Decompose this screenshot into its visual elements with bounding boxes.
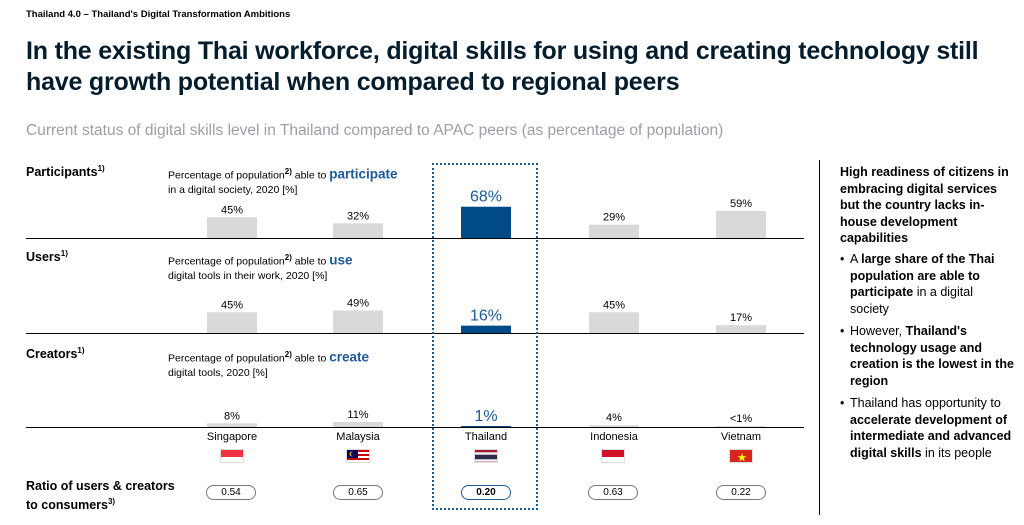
keyword-create: create	[329, 349, 370, 365]
value-label-users-vietnam: 17%	[730, 312, 752, 324]
sidebar-bullet: Thailand has opportunity to accelerate d…	[840, 395, 1015, 461]
value-label-participants-indonesia: 29%	[603, 212, 625, 224]
ratio-pill-singapore: 0.54	[206, 485, 256, 500]
value-label-participants-malaysia: 32%	[347, 210, 369, 222]
bar-creators-thailand	[461, 426, 511, 427]
keyword-use: use	[329, 252, 353, 268]
ratio-pill-malaysia: 0.65	[333, 485, 383, 500]
bar-users-vietnam	[716, 325, 766, 333]
value-label-creators-malaysia: 11%	[347, 409, 368, 421]
sidebar-divider	[819, 160, 820, 515]
ratio-pill-vietnam: 0.22	[716, 485, 766, 500]
country-label-vietnam: Vietnam	[720, 431, 762, 443]
row-label-participants: Participants1)	[26, 164, 105, 180]
page-title: In the existing Thai workforce, digital …	[26, 37, 979, 96]
row-label-users: Users1)	[26, 249, 68, 265]
sidebar-heading: High readiness of citizens in embracing …	[840, 165, 1009, 245]
bar-participants-thailand	[461, 206, 511, 238]
malaysia-flag-icon	[346, 449, 370, 463]
bar-chart: 45% 32% 68% 29% 59% 45% 49% 16% 45% 17% 8% 11% 1% 4% <…	[207, 189, 766, 427]
country-label-thailand: Thailand	[464, 431, 508, 443]
bar-participants-singapore	[207, 217, 257, 238]
sidebar-bullets: A large share of the Thai population are…	[840, 251, 1015, 467]
value-label-creators-thailand: 1%	[474, 408, 497, 425]
value-label-participants-vietnam: 59%	[730, 198, 752, 210]
report-kicker: Thailand 4.0 – Thailand's Digital Transf…	[26, 9, 291, 20]
row-divider	[26, 238, 804, 239]
country-label-malaysia: Malaysia	[336, 431, 380, 443]
sidebar-bullet: A large share of the Thai population are…	[840, 251, 1015, 317]
bar-creators-singapore	[207, 423, 257, 427]
sidebar-bullet: However, Thailand's technology usage and…	[840, 323, 1015, 389]
bar-participants-vietnam	[716, 210, 766, 238]
row-divider	[26, 427, 804, 428]
country-label-indonesia: Indonesia	[590, 431, 638, 443]
vietnam-flag-icon	[729, 449, 753, 463]
value-label-participants-singapore: 45%	[221, 204, 243, 216]
bar-users-malaysia	[333, 310, 383, 333]
bar-users-indonesia	[589, 312, 639, 333]
country-label-singapore: Singapore	[206, 431, 258, 443]
chart-subtitle: Current status of digital skills level i…	[26, 122, 724, 139]
bar-users-singapore	[207, 312, 257, 333]
value-label-creators-vietnam: <1%	[730, 413, 753, 425]
ratio-pill-indonesia: 0.63	[588, 485, 638, 500]
singapore-flag-icon	[220, 449, 244, 463]
bar-users-thailand	[461, 325, 511, 333]
keyword-participate: participate	[329, 166, 398, 182]
row-divider	[26, 333, 804, 334]
value-label-users-thailand: 16%	[470, 308, 502, 325]
row-desc-users: Percentage of population2) able to use di…	[168, 252, 353, 282]
indonesia-flag-icon	[601, 449, 625, 463]
row-label-creators: Creators1)	[26, 346, 85, 362]
bar-creators-indonesia	[589, 425, 639, 427]
value-label-users-singapore: 45%	[221, 299, 243, 311]
value-label-creators-singapore: 8%	[224, 410, 240, 422]
bar-creators-vietnam	[716, 426, 766, 427]
value-label-users-malaysia: 49%	[347, 297, 369, 309]
bar-participants-malaysia	[333, 223, 383, 238]
thailand-flag-icon	[474, 449, 498, 463]
ratio-pill-thailand: 0.20	[461, 485, 511, 500]
bar-creators-malaysia	[333, 421, 383, 427]
bar-participants-indonesia	[589, 224, 639, 238]
value-label-users-indonesia: 45%	[603, 299, 625, 311]
ratio-label: Ratio of users & creators to consumers3)	[26, 479, 175, 513]
value-label-participants-thailand: 68%	[470, 189, 502, 206]
row-desc-creators: Percentage of population2) able to creat…	[168, 349, 370, 379]
thailand-highlight-box	[432, 163, 538, 510]
row-desc-participants: Percentage of population2) able to parti…	[168, 166, 398, 196]
value-label-creators-indonesia: 4%	[606, 412, 622, 424]
